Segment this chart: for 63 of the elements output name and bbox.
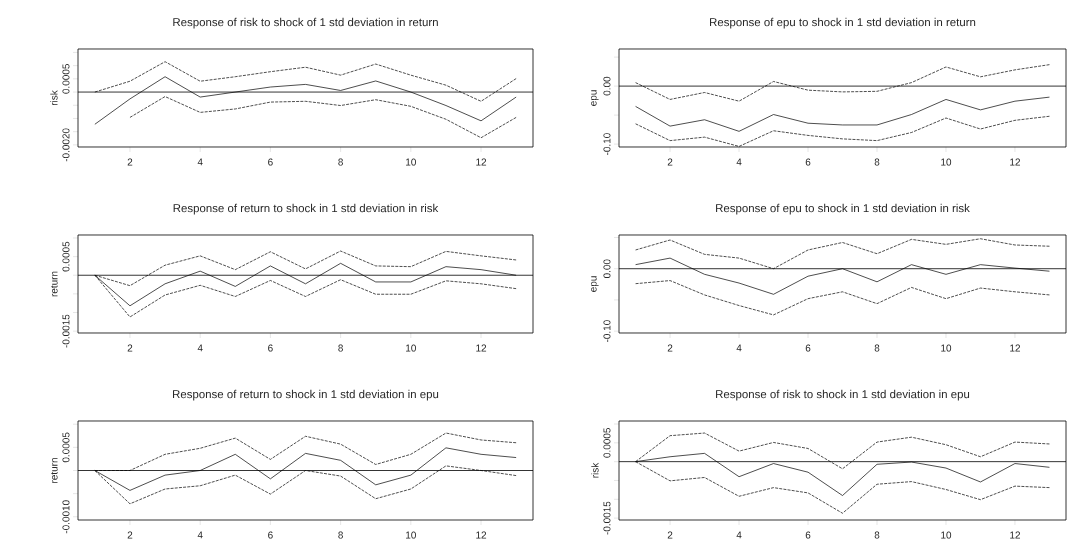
x-tick-label: 10 xyxy=(941,344,952,352)
x-tick-label: 2 xyxy=(667,158,673,166)
x-tick-label: 4 xyxy=(197,531,203,539)
x-tick-label: 12 xyxy=(1010,344,1021,352)
x-tick-label: 8 xyxy=(338,531,343,539)
line-series xyxy=(129,96,517,139)
x-tick-label: 2 xyxy=(667,531,673,539)
y-tick-label: 0.0005 xyxy=(62,64,70,94)
y-axis-title: risk xyxy=(50,90,58,106)
y-axis-title: epu xyxy=(591,90,599,106)
y-axis-title: epu xyxy=(591,276,599,292)
x-tick-label: 6 xyxy=(268,158,273,166)
y-tick-label: 0.00 xyxy=(603,259,611,279)
chart-title: Response of return to shock in 1 std deviation in risk xyxy=(173,203,439,215)
x-tick-label: 10 xyxy=(941,158,952,166)
x-tick-label: 8 xyxy=(874,158,880,166)
x-tick-label: 2 xyxy=(127,344,133,352)
x-tick-label: 6 xyxy=(805,531,811,539)
x-tick-label: 2 xyxy=(127,158,133,166)
x-tick-label: 2 xyxy=(667,344,673,352)
x-tick-label: 12 xyxy=(1010,158,1021,166)
y-tick-label: -0.10 xyxy=(603,320,611,343)
x-tick-label: 4 xyxy=(197,344,203,352)
x-tick-label: 8 xyxy=(874,344,880,352)
x-tick-label: 12 xyxy=(476,344,487,352)
y-tick-label: -0.0015 xyxy=(62,314,70,348)
y-tick-label: 0.0005 xyxy=(62,432,70,463)
x-tick-label: 10 xyxy=(406,531,416,539)
chart-title: Response of epu to shock in 1 std deviation in risk xyxy=(716,203,970,215)
x-tick-label: 6 xyxy=(268,344,273,352)
y-axis-title: risk xyxy=(591,462,599,478)
x-tick-label: 10 xyxy=(406,344,416,352)
x-tick-label: 2 xyxy=(127,531,133,539)
x-tick-label: 4 xyxy=(197,158,203,166)
x-tick-label: 8 xyxy=(874,531,880,539)
x-tick-label: 8 xyxy=(338,158,343,166)
chart-title: Response of risk to shock of 1 std deviation in return xyxy=(173,17,438,29)
chart-title: Response of epu to shock in 1 std deviation in return xyxy=(710,17,976,29)
chart-title: Response of return to shock in 1 std deviation in epu xyxy=(173,389,439,401)
x-tick-label: 12 xyxy=(1010,531,1021,539)
x-tick-label: 4 xyxy=(736,158,742,166)
x-tick-label: 12 xyxy=(476,158,487,166)
y-tick-label: -0.0015 xyxy=(603,501,611,535)
x-tick-label: 12 xyxy=(476,531,487,539)
y-axis-title: return xyxy=(51,458,58,483)
y-tick-label: -0.0010 xyxy=(62,500,70,534)
x-tick-label: 10 xyxy=(941,531,952,539)
y-tick-label: 0.0005 xyxy=(62,241,70,272)
y-tick-label: 0.00 xyxy=(603,76,611,96)
chart-title: Response of risk to shock in 1 std deviation in epu xyxy=(716,389,970,401)
line-series xyxy=(635,96,1050,132)
x-tick-label: 6 xyxy=(805,158,811,166)
x-tick-label: 8 xyxy=(338,344,343,352)
x-tick-label: 4 xyxy=(736,531,742,539)
y-tick-label: 0.0005 xyxy=(603,428,611,458)
x-tick-label: 10 xyxy=(406,158,416,166)
x-tick-label: 6 xyxy=(268,531,273,539)
x-tick-label: 6 xyxy=(805,344,811,352)
y-axis-title: return xyxy=(51,271,58,297)
y-tick-label: -0.0020 xyxy=(62,128,70,162)
x-tick-label: 4 xyxy=(736,344,742,352)
line-series xyxy=(635,280,1050,316)
y-tick-label: -0.10 xyxy=(603,133,611,156)
